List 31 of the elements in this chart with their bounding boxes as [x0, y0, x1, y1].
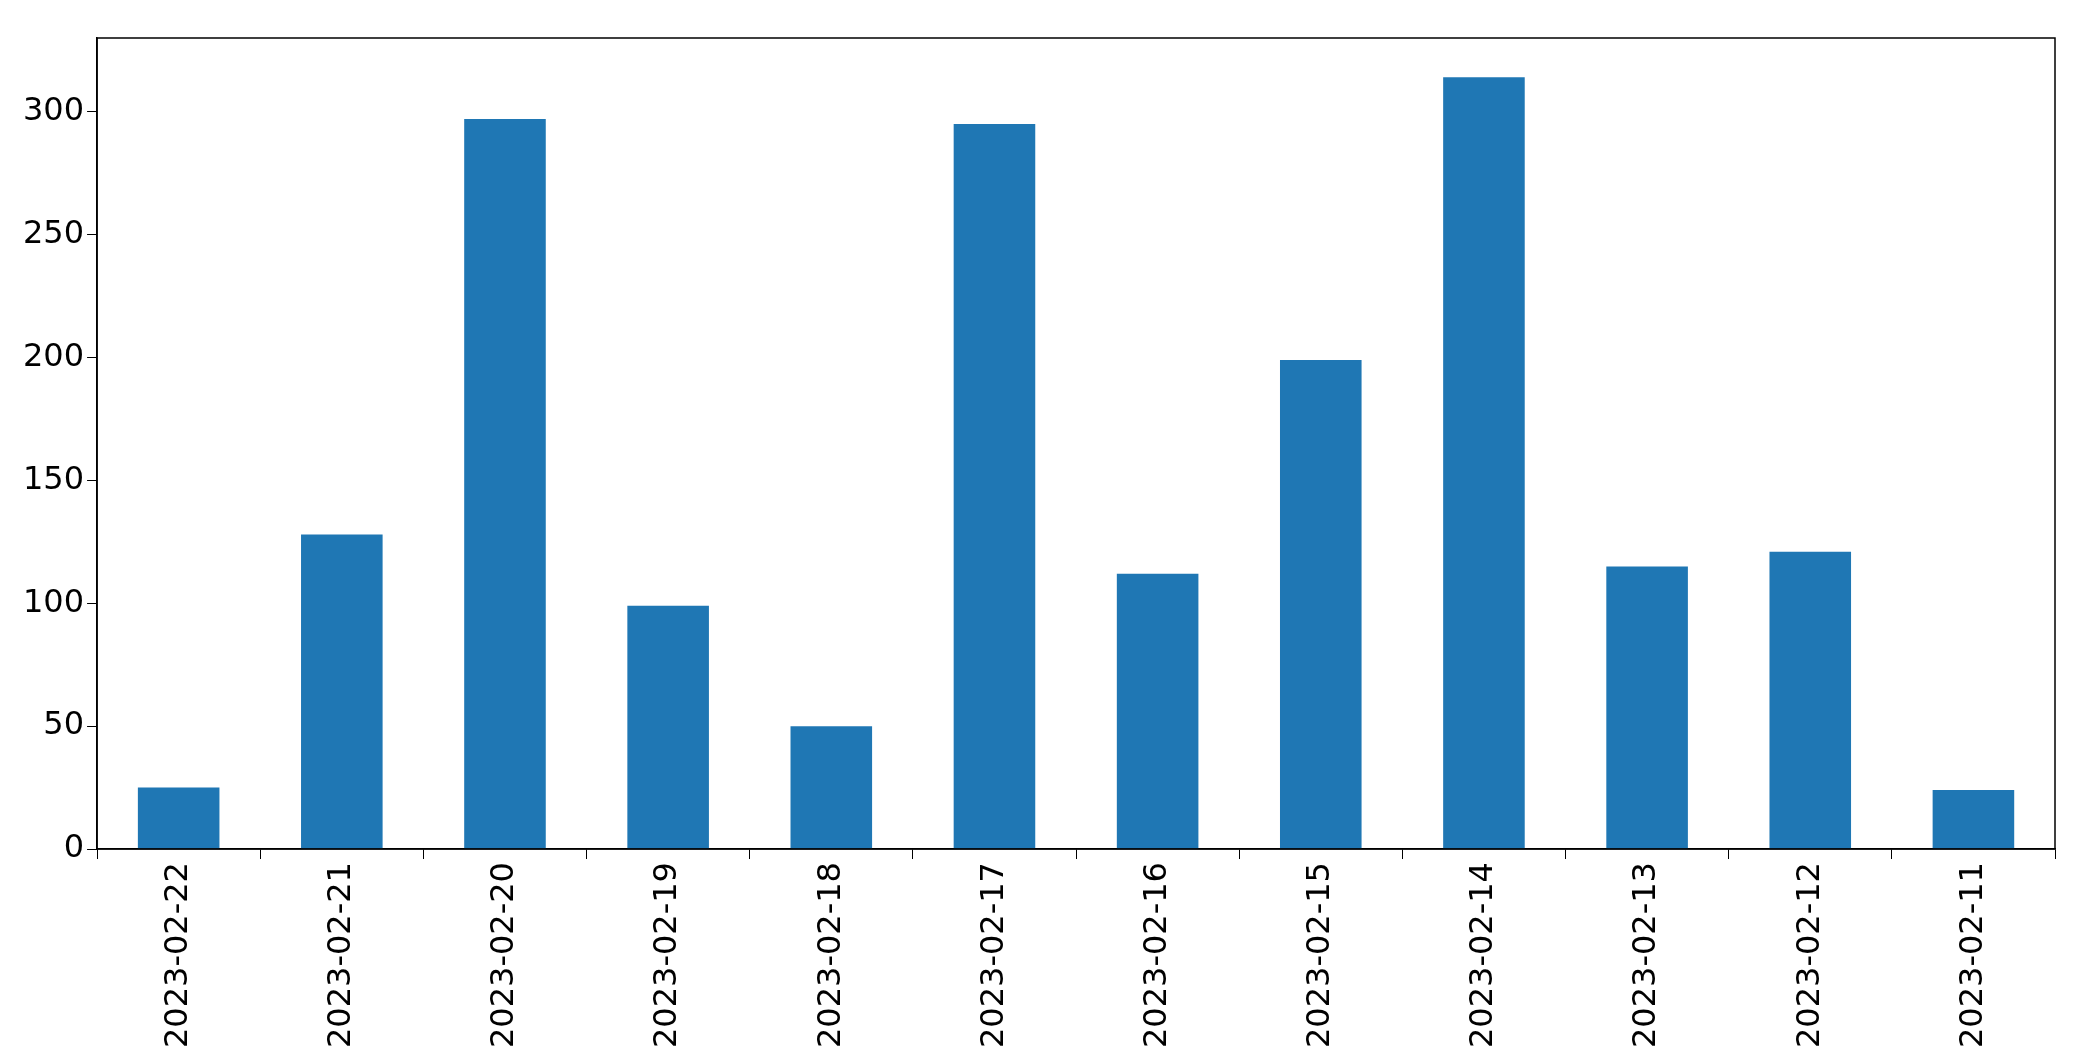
bar — [790, 726, 873, 849]
bar — [1279, 359, 1362, 849]
bar — [1116, 573, 1199, 849]
bar — [1606, 566, 1688, 849]
bar — [464, 119, 546, 849]
x-tick-label: 2023-02-14 — [1462, 862, 1501, 1048]
x-tick-label: 2023-02-18 — [809, 862, 848, 1048]
bar — [953, 124, 1036, 849]
x-tick-label: 2023-02-16 — [1135, 862, 1174, 1048]
x-tick-label: 2023-02-19 — [646, 862, 685, 1048]
x-tick-label: 2023-02-13 — [1625, 862, 1664, 1048]
bar — [137, 787, 220, 849]
x-tick-label: 2023-02-11 — [1951, 862, 1990, 1048]
x-tick-label: 2023-02-22 — [156, 862, 195, 1048]
x-tick-label: 2023-02-12 — [1788, 862, 1827, 1048]
y-tick-label: 300 — [23, 90, 85, 129]
y-tick-label: 100 — [23, 581, 85, 620]
x-tick-label: 2023-02-15 — [1299, 862, 1338, 1048]
bar — [301, 534, 383, 849]
bar — [1932, 790, 2015, 849]
y-tick-label: 250 — [23, 212, 85, 251]
bar — [1769, 551, 1852, 849]
x-tick-label: 2023-02-21 — [320, 862, 359, 1048]
y-tick-label: 0 — [63, 827, 85, 866]
x-tick-label: 2023-02-20 — [483, 862, 522, 1048]
y-tick-label: 200 — [23, 335, 85, 374]
x-tick-label: 2023-02-17 — [972, 862, 1011, 1048]
y-tick-label: 150 — [23, 458, 85, 497]
bar — [627, 605, 709, 849]
y-tick-label: 50 — [43, 704, 85, 743]
bar — [1443, 77, 1525, 849]
